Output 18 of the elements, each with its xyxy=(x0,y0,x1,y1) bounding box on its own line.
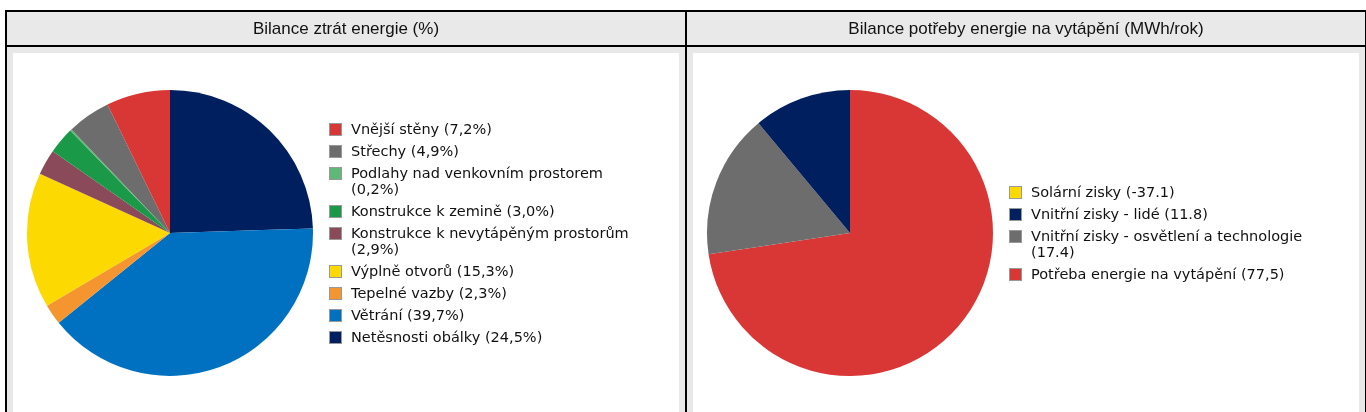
chart-title: Bilance ztrát energie (%) xyxy=(7,10,685,47)
legend-label: Vnitřní zisky - osvětlení a technologie xyxy=(1031,227,1303,244)
legend-label: Konstrukce k zemině (3,0%) xyxy=(351,202,555,219)
data-label: (2,9%) xyxy=(351,240,400,257)
legend-label: Podlahy nad venkovním prostorem xyxy=(351,164,603,181)
legend-label: Konstrukce k nevytápěným prostorům xyxy=(351,224,629,241)
legend-label: Netěsnosti obálky (24,5%) xyxy=(351,328,543,345)
chart-title: Bilance potřeby energie na vytápění (MWh/rok) xyxy=(687,10,1365,47)
data-label: (0,2%) xyxy=(351,180,400,197)
legend-label: Střechy (4,9%) xyxy=(351,142,459,159)
legend-label: Potřeba energie na vytápění (77,5) xyxy=(1031,265,1285,282)
legend-label: Větrání (39,7%) xyxy=(351,306,465,323)
legend-label: Vnitřní zisky - lidé (11.8) xyxy=(1031,205,1208,222)
data-label: (17.4) xyxy=(1031,243,1075,260)
legend-label: Vnější stěny (7,2%) xyxy=(351,120,492,137)
legend-label: Výplně otvorů (15,3%) xyxy=(351,262,515,279)
legend-label: Solární zisky (-37.1) xyxy=(1031,183,1175,200)
legend-label: Tepelné vazby (2,3%) xyxy=(351,284,507,301)
